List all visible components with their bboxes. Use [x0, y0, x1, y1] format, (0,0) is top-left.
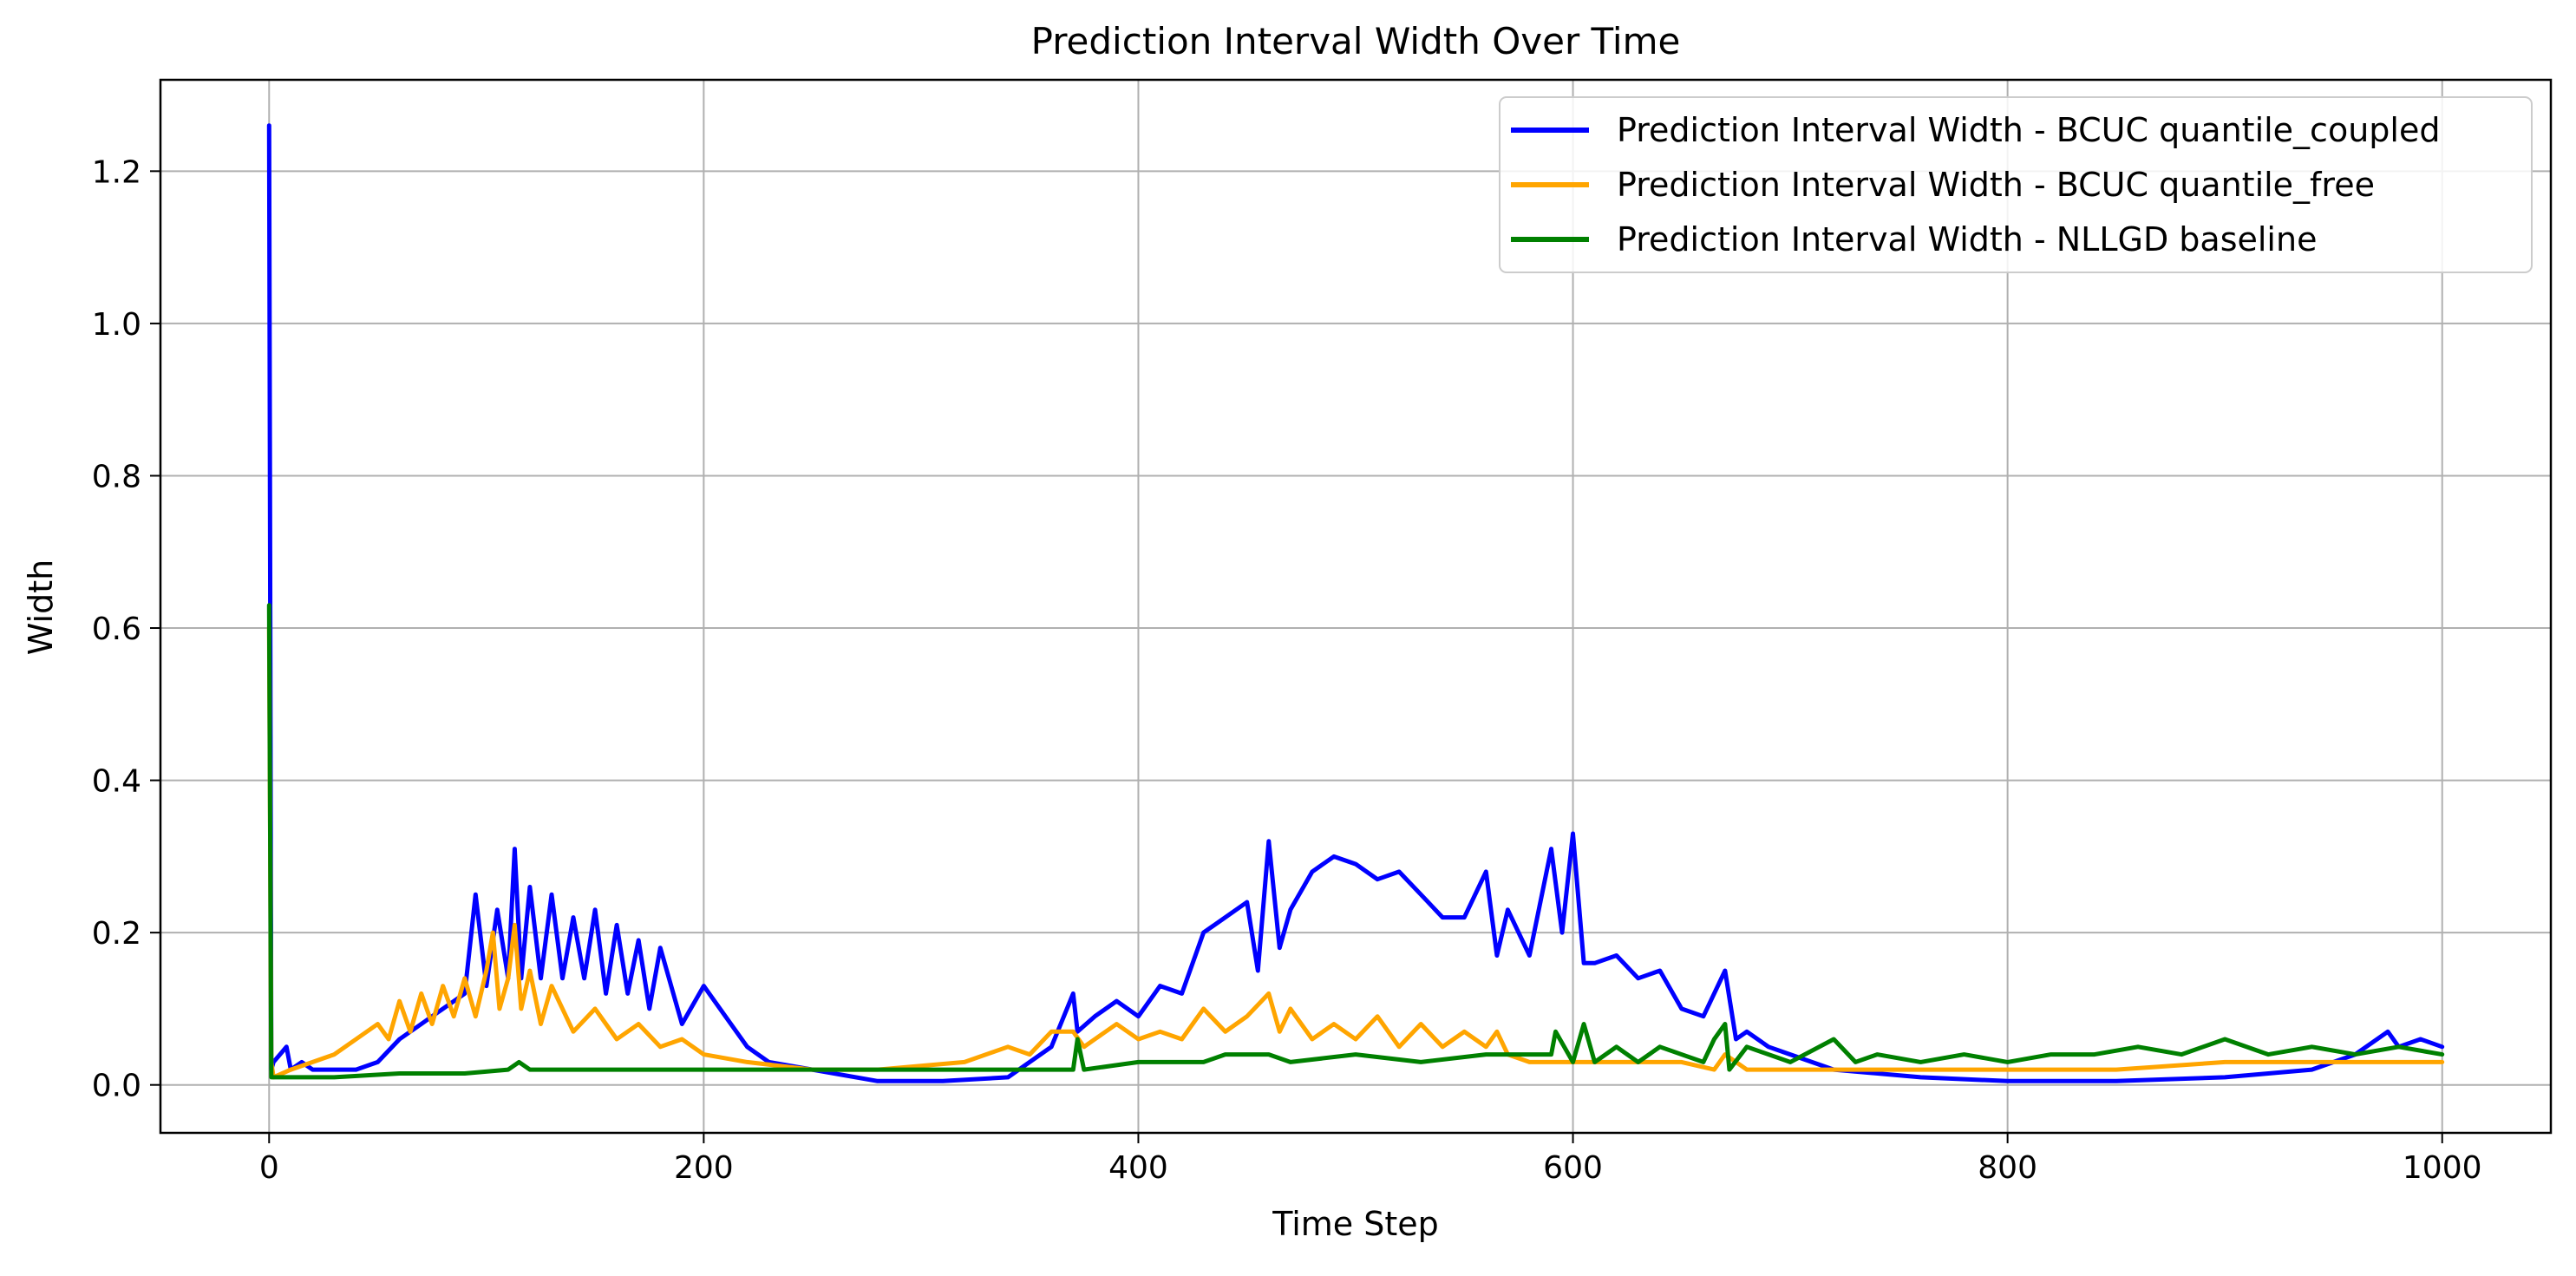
y-tick-label: 1.0: [92, 307, 141, 343]
grid: [160, 80, 2551, 1133]
x-tick-label: 1000: [2403, 1150, 2482, 1186]
legend-label-bcuc-quantile-coupled: Prediction Interval Width - BCUC quantil…: [1617, 111, 2440, 149]
y-axis-label: Width: [22, 559, 60, 655]
plot-frame: [159, 78, 2553, 1135]
axis-ticks: 0 200 400 600 800 1000 0.0 0.2 0.4 0.6 0.8 1.0 1.2: [92, 154, 2482, 1186]
y-tick-label: 0.4: [92, 764, 141, 800]
legend-box: [1499, 96, 2533, 273]
y-tick-label: 0.2: [92, 916, 141, 952]
series-line-prediction-interval-width-bcuc-quantile-free: [266, 625, 2445, 1080]
legend-label-bcuc-quantile-free: Prediction Interval Width - BCUC quantil…: [1617, 166, 2375, 204]
x-tick-label: 0: [259, 1150, 279, 1186]
y-tick-label: 0.0: [92, 1069, 141, 1104]
x-tick-label: 600: [1543, 1150, 1603, 1186]
y-tick-label: 0.8: [92, 459, 141, 494]
legend-label-nllgd-baseline: Prediction Interval Width - NLLGD baseli…: [1617, 220, 2317, 258]
x-axis-label: Time Step: [1272, 1205, 1439, 1243]
x-tick-label: 400: [1108, 1150, 1168, 1186]
x-tick-label: 200: [674, 1150, 734, 1186]
chart-title: Prediction Interval Width Over Time: [1031, 20, 1681, 62]
y-tick-label: 1.2: [92, 154, 141, 190]
legend: Prediction Interval Width - BCUC quantil…: [1499, 96, 2533, 273]
series-group: [266, 123, 2445, 1083]
y-tick-label: 0.6: [92, 612, 141, 647]
x-tick-label: 800: [1978, 1150, 2037, 1186]
series-line-prediction-interval-width-nllgd-baseline: [266, 603, 2445, 1080]
